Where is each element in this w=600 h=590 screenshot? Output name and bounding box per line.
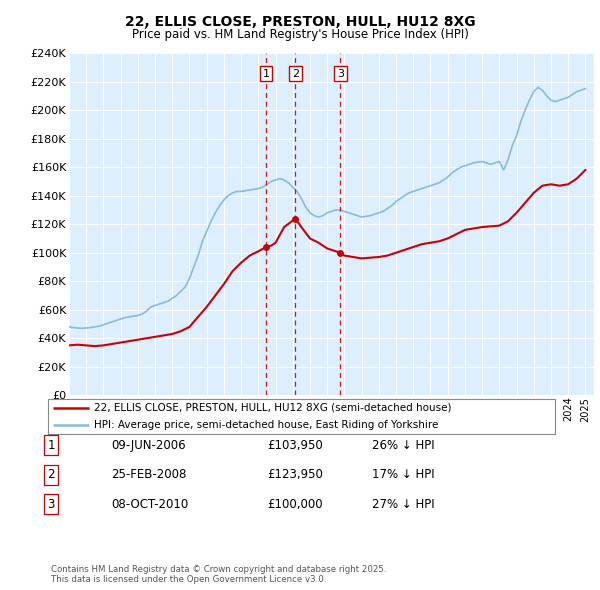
Text: £100,000: £100,000: [267, 498, 323, 511]
Text: £103,950: £103,950: [267, 439, 323, 452]
Text: 26% ↓ HPI: 26% ↓ HPI: [372, 439, 434, 452]
Text: 25-FEB-2008: 25-FEB-2008: [111, 468, 187, 481]
Text: Price paid vs. HM Land Registry's House Price Index (HPI): Price paid vs. HM Land Registry's House …: [131, 28, 469, 41]
Text: 3: 3: [337, 68, 344, 78]
Text: 27% ↓ HPI: 27% ↓ HPI: [372, 498, 434, 511]
Text: 09-JUN-2006: 09-JUN-2006: [111, 439, 185, 452]
Text: Contains HM Land Registry data © Crown copyright and database right 2025.
This d: Contains HM Land Registry data © Crown c…: [51, 565, 386, 584]
Text: 22, ELLIS CLOSE, PRESTON, HULL, HU12 8XG: 22, ELLIS CLOSE, PRESTON, HULL, HU12 8XG: [125, 15, 475, 29]
Text: £123,950: £123,950: [267, 468, 323, 481]
Text: 1: 1: [47, 439, 55, 452]
Text: 2: 2: [292, 68, 299, 78]
Text: 17% ↓ HPI: 17% ↓ HPI: [372, 468, 434, 481]
FancyBboxPatch shape: [48, 399, 555, 434]
Text: 08-OCT-2010: 08-OCT-2010: [111, 498, 188, 511]
Text: 3: 3: [47, 498, 55, 511]
Text: 2: 2: [47, 468, 55, 481]
Text: HPI: Average price, semi-detached house, East Riding of Yorkshire: HPI: Average price, semi-detached house,…: [94, 420, 438, 430]
Text: 1: 1: [262, 68, 269, 78]
Text: 22, ELLIS CLOSE, PRESTON, HULL, HU12 8XG (semi-detached house): 22, ELLIS CLOSE, PRESTON, HULL, HU12 8XG…: [94, 403, 451, 413]
